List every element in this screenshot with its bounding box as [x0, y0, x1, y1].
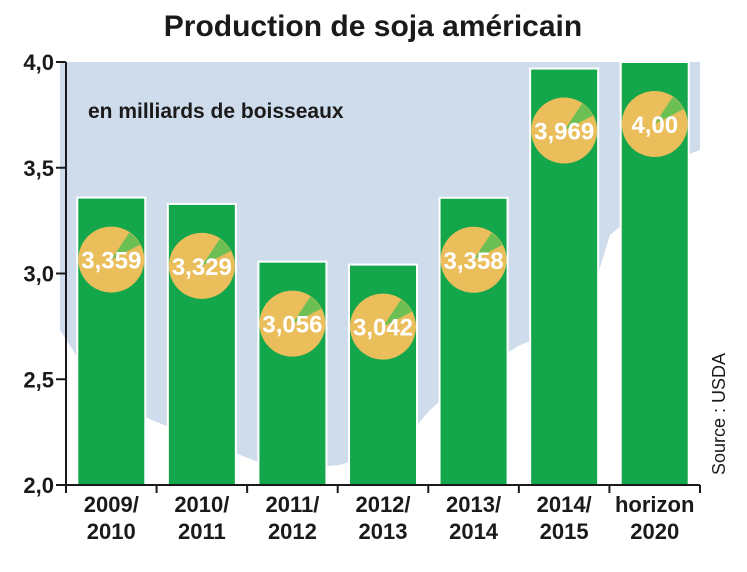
source-label: Source : USDA — [709, 353, 729, 475]
x-tick-label-0: 2009/2010 — [84, 492, 139, 544]
chart-subtitle: en milliards de boisseaux — [88, 100, 344, 123]
data-label-5: 3,969 — [534, 119, 594, 146]
data-label-0: 3,359 — [81, 248, 141, 275]
data-label-4: 3,358 — [444, 248, 504, 275]
data-label-3: 3,042 — [353, 315, 413, 342]
data-label-1: 3,329 — [172, 254, 232, 281]
badge-wedge-1 — [201, 238, 231, 266]
y-tick-label-4: 4,0 — [23, 50, 54, 75]
data-label-6: 4,00 — [631, 112, 678, 139]
badge-wedge-5 — [564, 103, 594, 131]
badge-wedge-6 — [654, 97, 684, 124]
x-tick-label-4: 2013/2014 — [446, 492, 501, 544]
x-tick-label-1: 2010/2011 — [174, 492, 229, 544]
x-tick-label-2: 2011/2012 — [266, 492, 320, 544]
badge-wedge-0 — [111, 232, 141, 260]
badge-wedge-3 — [383, 299, 412, 327]
y-axis: 2,0 2,5 3,0 3,5 4,0 — [23, 50, 67, 498]
value-badges-group: 3,359 3,329 3,056 3,042 3,358 3,969 4,00 — [78, 91, 688, 360]
x-tick-label-3: 2012/2013 — [355, 492, 410, 544]
badge-wedge-2 — [292, 296, 322, 324]
y-tick-label-3: 3,5 — [23, 156, 54, 181]
y-tick-label-0: 2,0 — [23, 473, 54, 498]
x-tick-label-6: horizon 2020 — [615, 492, 694, 544]
x-axis: 2009/2010 2010/2011 2011/2012 2012/2013 2013… — [65, 484, 701, 544]
x-tick-label-5: 2014/2015 — [537, 492, 592, 544]
y-tick-label-1: 2,5 — [23, 367, 54, 392]
badge-wedge-4 — [473, 232, 503, 260]
y-tick-label-2: 3,0 — [23, 262, 54, 287]
data-label-2: 3,056 — [262, 312, 322, 339]
chart-title: Production de soja américain — [164, 10, 582, 43]
